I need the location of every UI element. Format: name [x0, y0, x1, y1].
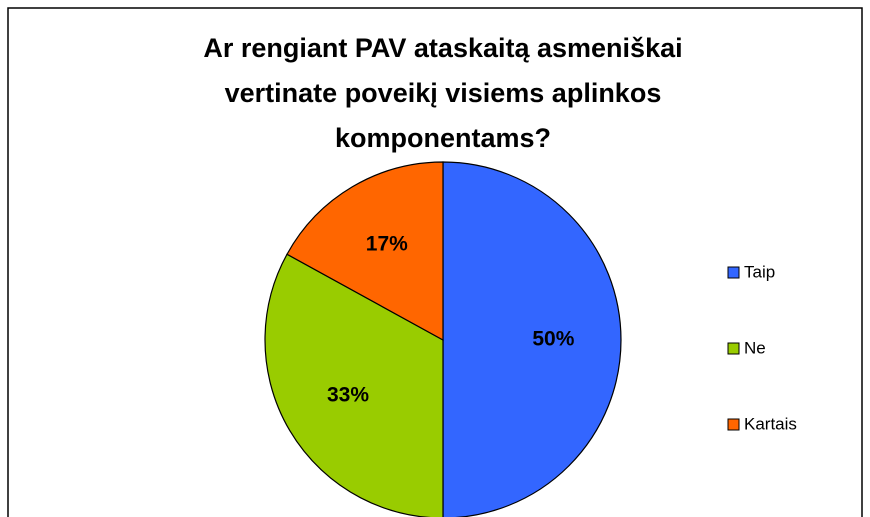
data-label: 50%	[532, 328, 574, 351]
legend-label: Kartais	[744, 414, 797, 433]
data-label: 33%	[327, 384, 369, 407]
legend-swatch	[727, 342, 740, 355]
pie-slice	[286, 161, 444, 342]
chart-title: komponentams?	[335, 123, 551, 153]
chart-title: Ar rengiant PAV ataskaitą asmeniškai	[203, 33, 682, 63]
pie-slice	[442, 161, 622, 517]
legend-swatch	[727, 266, 740, 279]
pie-slice	[264, 253, 444, 517]
legend-label: Ne	[744, 338, 766, 357]
legend-label: Taip	[744, 262, 775, 281]
data-label: 17%	[366, 233, 408, 256]
chart-title: vertinate poveikį visiems aplinkos	[225, 78, 662, 108]
legend-swatch	[727, 418, 740, 431]
